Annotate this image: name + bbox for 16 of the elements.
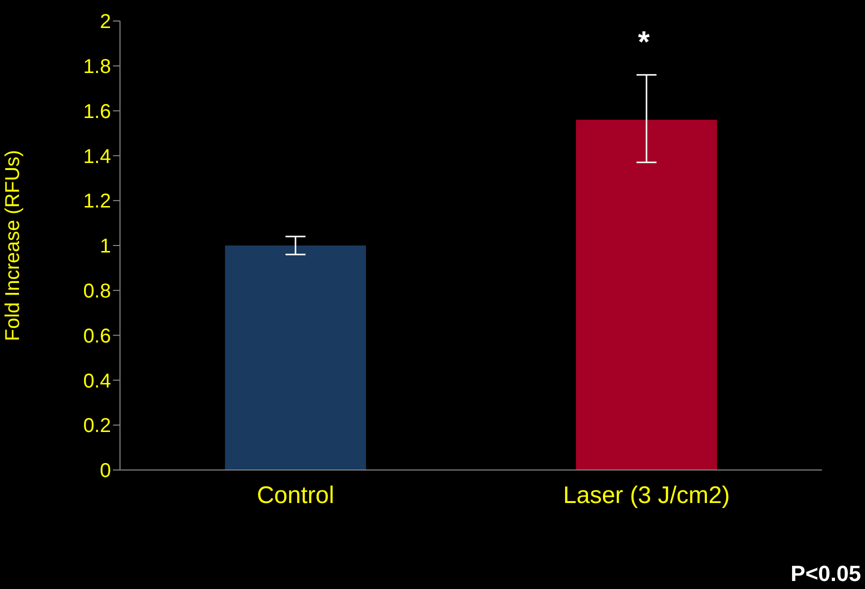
y-tick-label: 1.8: [83, 56, 111, 78]
y-tick-label: 1: [100, 236, 111, 258]
y-tick-label: 2: [100, 11, 111, 34]
y-axis-title: Fold Increase (RFUs): [2, 150, 24, 342]
y-tick-label: 1.4: [83, 146, 111, 168]
y-tick-label: 0.4: [83, 370, 111, 392]
x-tick-label: Laser (3 J/cm2): [563, 482, 730, 510]
x-tick-label: Control: [256, 482, 334, 510]
y-tick-label: 0.8: [83, 280, 111, 302]
annotation: *: [638, 26, 650, 60]
text: P<0.05: [790, 561, 861, 587]
y-tick-label: 0.6: [83, 325, 111, 348]
y-tick-label: 0.2: [83, 415, 111, 438]
y-tick-label: 1.2: [83, 190, 111, 213]
y-tick-label: 0: [100, 460, 111, 482]
y-tick-label: 1.6: [83, 100, 111, 123]
